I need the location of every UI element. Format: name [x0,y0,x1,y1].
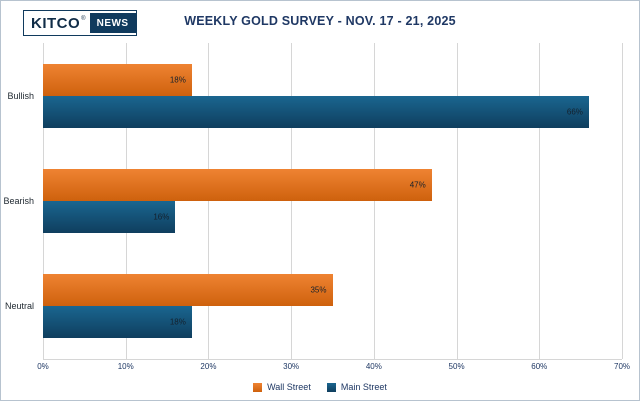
category-label-bullish: Bullish [7,90,34,101]
bar-bearish-wall-street: 47% [43,168,432,201]
x-axis-tick-label: 70% [613,362,631,371]
kitco-logo: KITCO ® NEWS [23,10,137,36]
bar-value-label: 18% [169,317,186,327]
bar-value-label: 66% [566,107,583,117]
plot-area: 18% 66% 47% 16% 35% 18% [43,43,623,360]
bar-group-bullish: 18% 66% [43,43,622,148]
legend-swatch-icon [253,382,263,392]
gridline [373,43,375,359]
kitco-wordmark: KITCO [31,14,81,32]
gridline [622,43,623,359]
gridline [208,43,210,359]
legend-label: Main Street [340,382,387,392]
gridline [291,43,293,359]
bar-bearish-main-street: 16% [43,200,176,233]
legend: Wall Street Main Street [1,382,639,392]
registered-mark-icon: ® [81,16,86,22]
legend-item-main-street: Main Street [326,382,387,392]
x-axis-tick-label: 50% [448,362,465,371]
bar-row: 18% [43,306,622,339]
bar-row: 18% [43,63,622,96]
bar-value-label: 18% [169,75,186,85]
bar-bullish-main-street: 66% [43,95,589,128]
gridline [539,43,541,359]
x-axis-tick-label: 60% [531,362,548,371]
bar-bullish-wall-street: 18% [43,63,192,96]
x-axis-tick-label: 0% [37,362,49,371]
category-label-bearish: Bearish [3,195,34,206]
bar-neutral-wall-street: 35% [43,274,333,307]
bar-value-label: 35% [310,285,327,295]
bar-group-bearish: 47% 16% [43,148,622,253]
chart-title: WEEKLY GOLD SURVEY - NOV. 17 - 21, 2025 [184,14,456,28]
bar-row: 16% [43,200,622,233]
legend-swatch-icon [326,382,336,392]
bar-row: 66% [43,95,622,128]
bar-group-neutral: 35% 18% [43,254,622,359]
x-axis-tick-label: 20% [200,362,217,371]
bars-layer: 18% 66% 47% 16% 35% 18% [43,43,622,359]
kitco-news-badge: NEWS [89,13,136,33]
bar-value-label: 16% [153,212,170,222]
gridline [456,43,458,359]
x-axis-tick-label: 30% [283,362,300,371]
x-axis-tick-label: 10% [117,362,134,371]
legend-label: Wall Street [267,382,311,392]
x-axis-tick-label: 40% [365,362,382,371]
bar-row: 47% [43,168,622,201]
legend-item-wall-street: Wall Street [253,382,311,392]
y-axis-labels: Bullish Bearish Neutral [1,43,39,359]
bar-value-label: 47% [409,180,426,190]
category-label-neutral: Neutral [4,301,34,312]
bar-row: 35% [43,274,622,307]
bar-neutral-main-street: 18% [43,306,192,339]
x-axis: 0% 10% 20% 30% 40% 50% 60% 70% [37,362,630,374]
